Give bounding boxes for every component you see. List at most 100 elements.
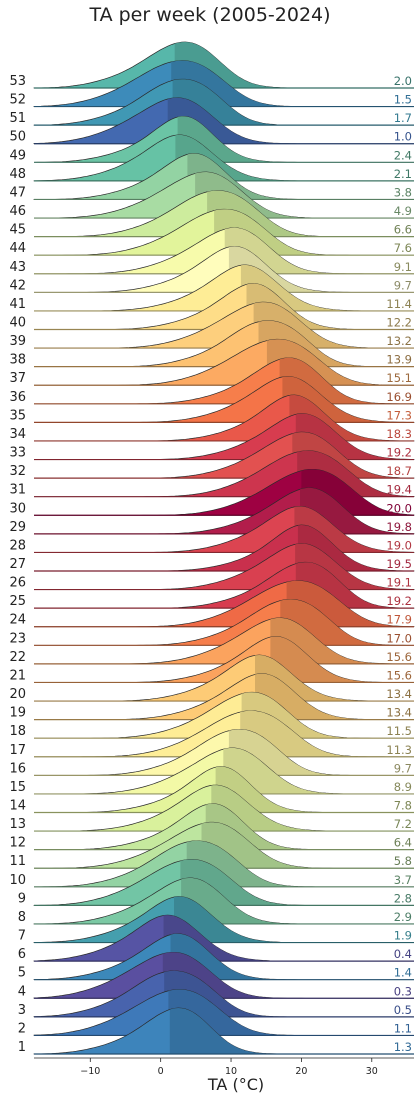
ridge-week-4: 4 0.3	[18, 951, 414, 999]
mean-label: 1.9	[394, 929, 412, 943]
week-label: 53	[9, 74, 26, 89]
week-label: 37	[9, 371, 26, 386]
mean-label: 1.1	[394, 1021, 412, 1035]
week-label: 18	[9, 724, 26, 739]
ridge-week-22: 22 15.6	[9, 617, 414, 665]
week-label: 44	[9, 241, 26, 256]
ridge-area-right	[270, 617, 414, 664]
ridge-week-11: 11 5.8	[9, 821, 414, 869]
mean-label: 6.4	[394, 836, 412, 850]
mean-label: 13.4	[386, 687, 412, 701]
mean-label: 20.0	[386, 501, 412, 515]
mean-label: 2.0	[394, 74, 412, 88]
week-label: 52	[9, 93, 26, 108]
x-tick-label: 0	[158, 1066, 164, 1077]
x-axis: −10 0 10 20 30 TA (°C)	[34, 1057, 414, 1094]
week-label: 36	[9, 390, 26, 405]
ridge-week-1: 1 1.3	[18, 1007, 414, 1055]
ridge-area-right	[168, 989, 414, 1036]
week-label: 32	[9, 464, 26, 479]
mean-label: 2.8	[394, 891, 412, 905]
week-label: 25	[9, 594, 26, 609]
week-label: 9	[18, 891, 26, 906]
ridge-area-right	[228, 729, 414, 776]
mean-label: 11.3	[386, 743, 412, 757]
week-label: 4	[18, 984, 26, 999]
mean-label: 15.1	[386, 371, 412, 385]
mean-label: 17.0	[386, 631, 412, 645]
mean-label: 17.3	[386, 408, 412, 422]
ridge-area-right	[223, 747, 414, 794]
week-label: 8	[18, 910, 26, 925]
ridge-area-right	[205, 803, 414, 850]
ridge-area-right	[240, 264, 414, 311]
mean-label: 7.8	[394, 799, 412, 813]
mean-label: 15.6	[386, 650, 412, 664]
mean-label: 19.2	[386, 594, 412, 608]
ridge-week-51: 51 1.7	[9, 78, 414, 126]
mean-label: 8.9	[394, 780, 412, 794]
week-label: 24	[9, 613, 26, 628]
ridge-week-50: 50 1.0	[9, 97, 414, 145]
mean-label: 9.7	[394, 278, 412, 292]
week-label: 46	[9, 204, 26, 219]
ridge-area-right	[255, 655, 414, 701]
week-label: 49	[9, 148, 26, 163]
x-axis-ticks: −10 0 10 20 30	[80, 1058, 378, 1077]
mean-label: 0.5	[394, 1003, 412, 1017]
week-label: 35	[9, 408, 26, 423]
week-label: 7	[18, 929, 26, 944]
mean-label: 0.4	[394, 947, 412, 961]
ridge-area-right	[174, 42, 414, 88]
mean-label: 19.8	[386, 520, 412, 534]
ridge-area-right	[162, 952, 414, 999]
mean-label: 13.2	[386, 334, 412, 348]
mean-label: 7.2	[394, 817, 412, 831]
mean-label: 13.4	[386, 706, 412, 720]
mean-label: 18.3	[386, 427, 412, 441]
mean-label: 3.8	[394, 185, 412, 199]
week-label: 3	[18, 1003, 26, 1018]
mean-label: 3.7	[394, 873, 412, 887]
week-label: 27	[9, 557, 26, 572]
mean-label: 2.1	[394, 167, 412, 181]
mean-label: 12.2	[386, 316, 412, 330]
ridge-area-right	[172, 79, 414, 126]
week-label: 26	[9, 576, 26, 591]
ridge-week-23: 23 17.0	[9, 598, 414, 646]
week-label: 5	[18, 966, 26, 981]
mean-label: 19.1	[386, 576, 412, 590]
week-label: 14	[9, 799, 26, 814]
mean-label: 17.9	[386, 613, 412, 627]
week-label: 10	[9, 873, 26, 888]
mean-label: 1.7	[394, 111, 412, 125]
mean-label: 9.7	[394, 761, 412, 775]
mean-label: 2.9	[394, 910, 412, 924]
ridge-area-right	[280, 599, 414, 646]
week-label: 11	[9, 854, 26, 869]
mean-label: 19.4	[386, 483, 412, 497]
week-label: 23	[9, 631, 26, 646]
mean-label: 7.6	[394, 241, 412, 255]
mean-label: 19.0	[386, 538, 412, 552]
mean-label: 4.9	[394, 204, 412, 218]
ridge-area-right	[169, 1008, 414, 1054]
ridge-week-8: 8 2.9	[18, 877, 414, 925]
mean-label: 9.1	[394, 260, 412, 274]
ridge-area-right	[171, 60, 414, 107]
x-tick-label: −10	[80, 1066, 100, 1077]
chart-title: TA per week (2005-2024)	[89, 4, 331, 26]
ridge-area-right	[224, 227, 414, 274]
mean-label: 0.3	[394, 984, 412, 998]
mean-label: 15.6	[386, 668, 412, 682]
x-tick-label: 10	[225, 1066, 237, 1077]
ridge-area-right	[180, 859, 414, 906]
ridge-week-9: 9 2.8	[18, 859, 414, 906]
mean-label: 1.3	[394, 1040, 412, 1054]
week-label: 20	[9, 687, 26, 702]
mean-label: 2.4	[394, 148, 412, 162]
ridge-area-right	[270, 636, 414, 683]
mean-label: 13.9	[386, 353, 412, 367]
week-label: 39	[9, 334, 26, 349]
week-label: 28	[9, 538, 26, 553]
